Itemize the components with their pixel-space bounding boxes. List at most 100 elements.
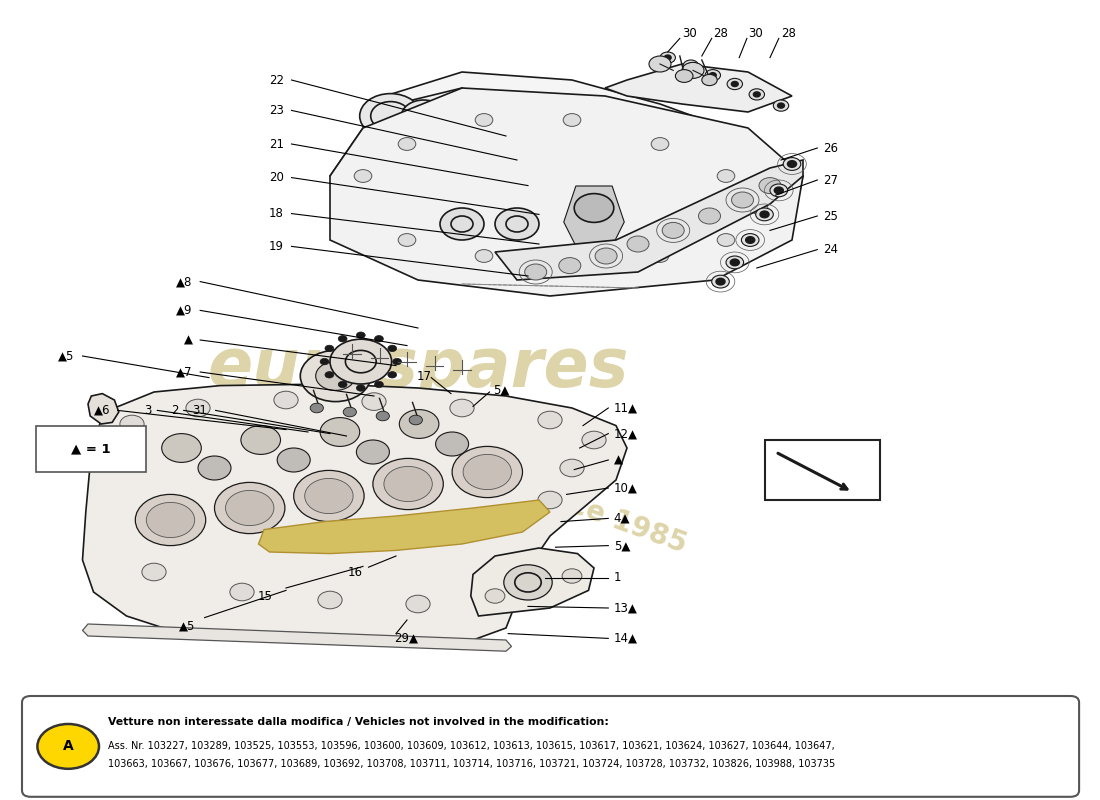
Text: 20: 20: [268, 171, 284, 184]
Circle shape: [406, 595, 430, 613]
Circle shape: [398, 234, 416, 246]
Circle shape: [774, 187, 783, 194]
Circle shape: [409, 415, 422, 425]
Circle shape: [450, 399, 474, 417]
Circle shape: [135, 494, 206, 546]
Circle shape: [343, 407, 356, 417]
Circle shape: [749, 89, 764, 100]
Circle shape: [773, 100, 789, 111]
Text: 103663, 103667, 103676, 103677, 103689, 103692, 103708, 103711, 103714, 103716, : 103663, 103667, 103676, 103677, 103689, …: [108, 759, 835, 769]
Polygon shape: [330, 72, 803, 280]
Text: 30: 30: [682, 27, 696, 40]
Circle shape: [339, 335, 346, 342]
Text: 22: 22: [268, 74, 284, 86]
Circle shape: [595, 248, 617, 264]
Circle shape: [316, 362, 355, 390]
Text: ▲: ▲: [614, 454, 623, 466]
Circle shape: [675, 70, 693, 82]
Circle shape: [705, 70, 720, 81]
Circle shape: [560, 459, 584, 477]
Text: 27: 27: [823, 174, 838, 186]
Circle shape: [294, 470, 364, 522]
Circle shape: [354, 170, 372, 182]
Circle shape: [393, 358, 402, 365]
Text: ▲7: ▲7: [176, 366, 192, 378]
Text: ▲9: ▲9: [176, 304, 192, 317]
Circle shape: [440, 208, 484, 240]
Text: a parts since 1985: a parts since 1985: [409, 434, 691, 558]
Circle shape: [398, 138, 416, 150]
Circle shape: [746, 237, 755, 243]
Circle shape: [525, 264, 547, 280]
Circle shape: [142, 563, 166, 581]
Circle shape: [452, 446, 522, 498]
Circle shape: [384, 466, 432, 502]
Text: ▲ = 1: ▲ = 1: [72, 442, 111, 455]
Circle shape: [356, 332, 365, 338]
Polygon shape: [82, 624, 512, 651]
Circle shape: [562, 569, 582, 583]
Text: Ass. Nr. 103227, 103289, 103525, 103553, 103596, 103600, 103609, 103612, 103613,: Ass. Nr. 103227, 103289, 103525, 103553,…: [108, 741, 835, 750]
Circle shape: [712, 275, 729, 288]
Circle shape: [495, 208, 539, 240]
Text: 4▲: 4▲: [614, 512, 630, 525]
Circle shape: [162, 434, 201, 462]
Circle shape: [538, 411, 562, 429]
Circle shape: [376, 411, 389, 421]
Circle shape: [37, 724, 99, 769]
Text: 2: 2: [170, 404, 178, 417]
Circle shape: [388, 371, 397, 378]
Text: 23: 23: [268, 104, 284, 117]
Circle shape: [485, 589, 505, 603]
Circle shape: [375, 335, 384, 342]
Circle shape: [214, 482, 285, 534]
Text: 31: 31: [191, 404, 207, 417]
Text: ▲5: ▲5: [58, 350, 75, 362]
Circle shape: [664, 55, 671, 60]
Circle shape: [732, 192, 754, 208]
Text: 14▲: 14▲: [614, 632, 638, 645]
Polygon shape: [352, 88, 495, 176]
Circle shape: [717, 170, 735, 182]
Circle shape: [727, 78, 742, 90]
Circle shape: [198, 456, 231, 480]
Circle shape: [146, 502, 195, 538]
Text: 10▲: 10▲: [614, 482, 638, 494]
Circle shape: [660, 52, 675, 63]
Polygon shape: [82, 384, 627, 646]
Text: ▲: ▲: [184, 334, 192, 346]
Circle shape: [436, 432, 469, 456]
Circle shape: [330, 339, 392, 384]
Circle shape: [559, 258, 581, 274]
Circle shape: [300, 350, 371, 402]
Text: 29▲: 29▲: [394, 632, 418, 645]
Text: 3: 3: [144, 404, 152, 417]
Circle shape: [230, 583, 254, 601]
Circle shape: [320, 418, 360, 446]
Circle shape: [759, 178, 781, 194]
Circle shape: [475, 114, 493, 126]
Text: 1: 1: [614, 571, 622, 584]
Circle shape: [682, 62, 704, 78]
Circle shape: [324, 371, 333, 378]
Circle shape: [750, 202, 768, 214]
Circle shape: [356, 440, 389, 464]
Circle shape: [754, 92, 760, 97]
Text: 28: 28: [781, 27, 796, 40]
Circle shape: [360, 94, 421, 138]
Circle shape: [362, 393, 386, 410]
Polygon shape: [471, 548, 594, 616]
Circle shape: [226, 490, 274, 526]
Circle shape: [356, 385, 365, 391]
Circle shape: [717, 234, 735, 246]
Text: 28: 28: [713, 27, 728, 40]
Circle shape: [778, 103, 784, 108]
Circle shape: [649, 56, 671, 72]
Circle shape: [388, 346, 397, 351]
Circle shape: [339, 382, 346, 388]
Circle shape: [710, 73, 716, 78]
Circle shape: [760, 211, 769, 218]
Text: ▲6: ▲6: [94, 404, 110, 417]
Text: 18: 18: [268, 207, 284, 220]
Text: ▲8: ▲8: [176, 275, 192, 288]
